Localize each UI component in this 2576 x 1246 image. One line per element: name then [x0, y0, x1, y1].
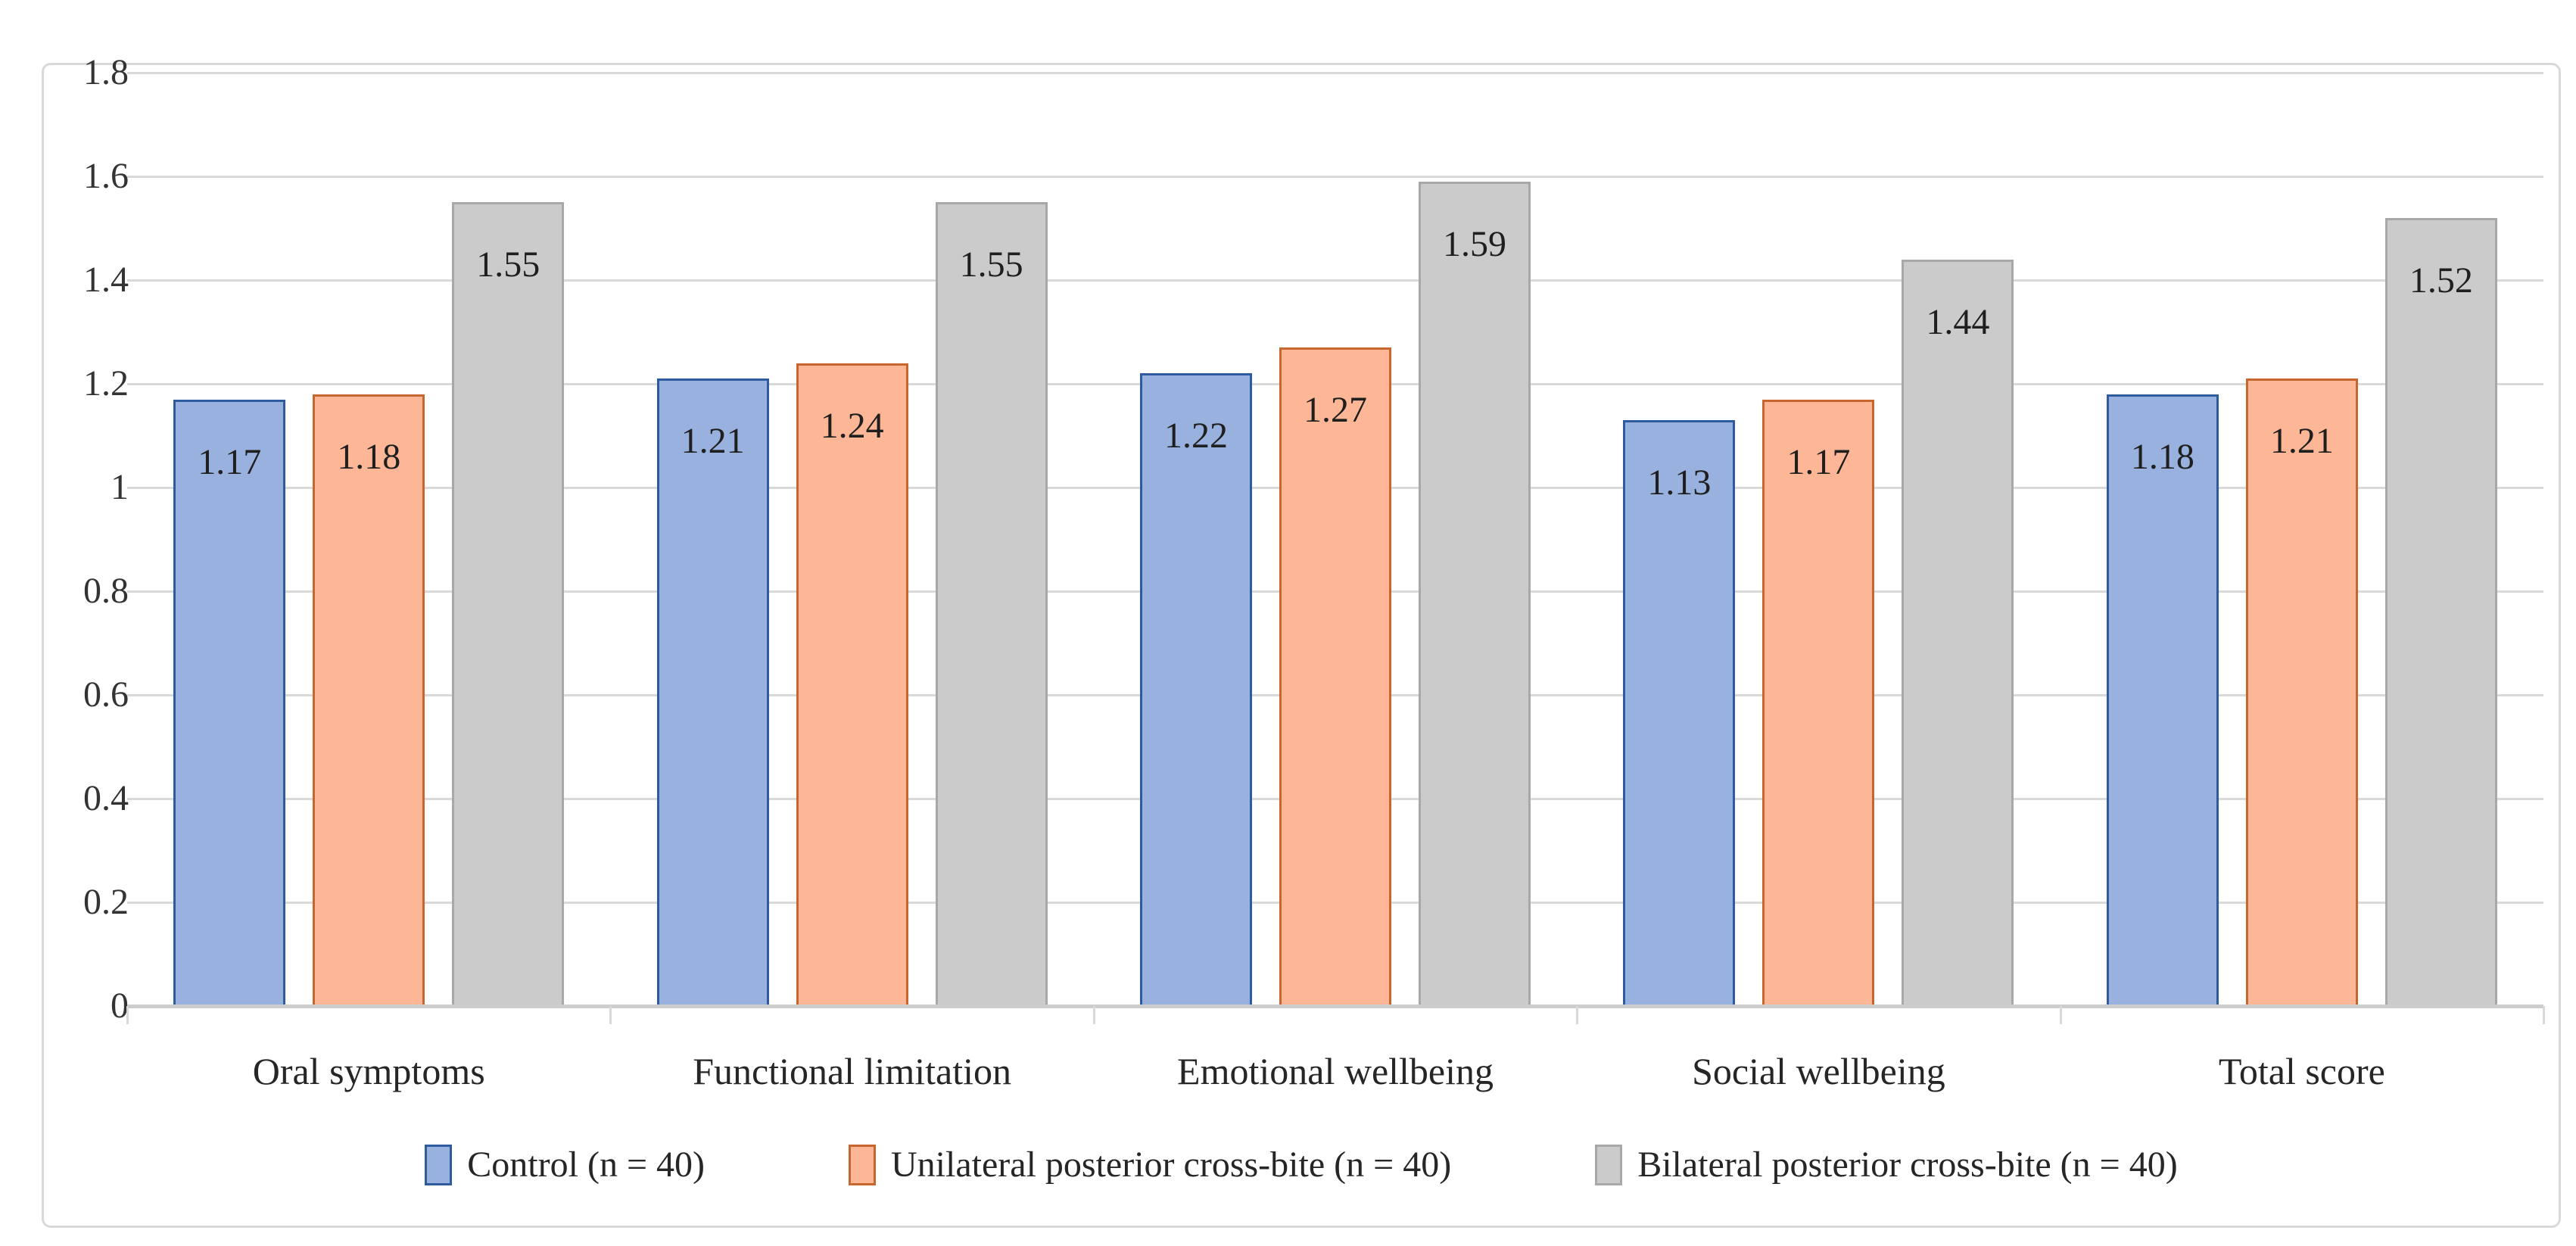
bar-group: 1.21 1.24 1.55	[610, 73, 1093, 1006]
legend-item: Bilateral posterior cross-bite (n = 40)	[1595, 1144, 2178, 1185]
data-label: 1.21	[681, 421, 745, 461]
data-label: 1.18	[337, 437, 401, 477]
data-label: 1.27	[1304, 390, 1368, 430]
bar: 1.18	[2106, 394, 2219, 1006]
data-label: 1.18	[2130, 437, 2194, 477]
legend-label: Unilateral posterior cross-bite (n = 40)	[891, 1145, 1452, 1185]
category-axis-tick	[609, 1006, 612, 1024]
bar: 1.44	[1902, 260, 2014, 1006]
x-axis-line	[127, 1005, 2543, 1008]
legend-swatch-icon	[849, 1144, 876, 1185]
bar: 1.21	[2245, 378, 2358, 1006]
gridline	[127, 176, 2543, 178]
y-axis-tick-label: 0.8	[83, 571, 129, 611]
bar: 1.18	[313, 394, 425, 1006]
bar: 1.55	[935, 202, 1048, 1006]
legend-label: Bilateral posterior cross-bite (n = 40)	[1637, 1145, 2178, 1185]
bar: 1.22	[1140, 373, 1253, 1006]
data-label: 1.24	[820, 406, 884, 446]
y-axis-tick-label: 1.4	[83, 260, 129, 300]
category-label: Total score	[2218, 1050, 2385, 1092]
legend-item: Unilateral posterior cross-bite (n = 40)	[849, 1144, 1451, 1185]
bar-group: 1.13 1.17 1.44	[1577, 73, 2060, 1006]
bar: 1.52	[2384, 218, 2497, 1006]
data-label: 1.13	[1647, 463, 1712, 503]
category-label: Social wellbeing	[1692, 1050, 1945, 1092]
data-label: 1.17	[198, 442, 262, 482]
bar: 1.55	[452, 202, 565, 1006]
data-label: 1.17	[1786, 442, 1851, 482]
bar-group: 1.17 1.18 1.55	[127, 73, 610, 1006]
bar: 1.17	[1762, 400, 1875, 1006]
category-axis-tick	[126, 1006, 129, 1024]
legend-label: Control (n = 40)	[467, 1145, 705, 1185]
category-axis-labels: Oral symptoms Functional limitation Emotio…	[127, 1049, 2543, 1093]
legend-swatch-icon	[1595, 1144, 1623, 1185]
data-label: 1.21	[2269, 421, 2334, 461]
category-label: Emotional wellbeing	[1177, 1050, 1494, 1092]
y-axis-tick-label: 0.6	[83, 674, 129, 715]
legend-item: Control (n = 40)	[425, 1144, 705, 1185]
bar-group: 1.22 1.27 1.59	[1094, 73, 1577, 1006]
legend-swatch-icon	[425, 1144, 453, 1185]
bar: 1.17	[173, 400, 286, 1006]
gridline	[127, 279, 2543, 282]
category-label: Functional limitation	[693, 1050, 1012, 1092]
bar: 1.13	[1623, 420, 1736, 1006]
legend: Control (n = 40) Unilateral posterior cro…	[44, 1144, 2559, 1185]
category-axis-tick	[2543, 1006, 2545, 1024]
bar: 1.21	[656, 378, 769, 1006]
data-label: 1.44	[1926, 302, 1990, 342]
gridline	[127, 72, 2543, 74]
y-axis-tick-label: 1	[111, 467, 129, 507]
category-axis-tick	[1092, 1006, 1095, 1024]
bar-groups: 1.17 1.18 1.55 1.21 1.24 1.55 1.22 1.27 1.59 1.13…	[127, 73, 2543, 1006]
bar: 1.59	[1419, 182, 1531, 1006]
category-axis-tick	[2059, 1006, 2062, 1024]
bar: 1.27	[1279, 347, 1392, 1006]
data-label: 1.55	[476, 245, 540, 285]
y-axis-tick-label: 0.2	[83, 882, 129, 922]
y-axis-tick-label: 0	[111, 986, 129, 1026]
y-axis-tick-label: 1.2	[83, 363, 129, 403]
category-label: Oral symptoms	[252, 1050, 485, 1092]
data-label: 1.59	[1443, 224, 1507, 264]
y-axis-tick-label: 1.8	[83, 52, 129, 92]
data-label: 1.55	[959, 245, 1023, 285]
y-axis-tick-label: 0.4	[83, 778, 129, 818]
data-label: 1.52	[2409, 260, 2473, 301]
chart-container: 1.17 1.18 1.55 1.21 1.24 1.55 1.22 1.27 1.59 1.13…	[42, 52, 2561, 1228]
y-axis-tick-label: 1.6	[83, 156, 129, 196]
bar-group: 1.18 1.21 1.52	[2060, 73, 2543, 1006]
category-axis-tick	[1576, 1006, 1579, 1024]
bar: 1.24	[796, 363, 908, 1006]
data-label: 1.22	[1164, 416, 1229, 456]
